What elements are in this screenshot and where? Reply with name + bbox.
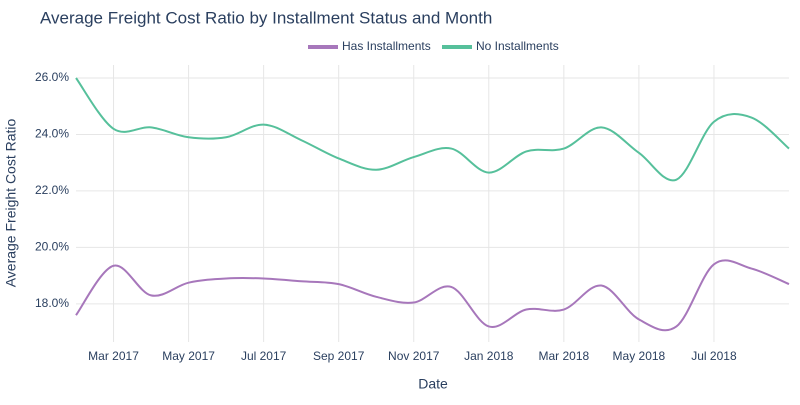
chart-title: Average Freight Cost Ratio by Installmen… — [40, 8, 492, 27]
y-tick-label: 24.0% — [35, 127, 69, 141]
y-tick-label: 18.0% — [35, 296, 69, 310]
line — [75, 77, 790, 182]
x-tick-label: Jul 2017 — [241, 349, 287, 363]
y-tick-label: 26.0% — [35, 70, 69, 84]
x-tick-label: Sep 2017 — [313, 349, 365, 363]
x-axis-title: Date — [418, 376, 448, 392]
y-tick-label: 22.0% — [35, 183, 69, 197]
x-tick-label: Mar 2017 — [88, 349, 139, 363]
line — [75, 259, 790, 332]
x-tick-label: Nov 2017 — [388, 349, 440, 363]
x-tick-label: Jul 2018 — [691, 349, 737, 363]
legend-label: Has Installments — [342, 39, 431, 53]
y-tick-label: 20.0% — [35, 240, 69, 254]
y-axis-title: Average Freight Cost Ratio — [3, 118, 19, 287]
legend-label: No Installments — [476, 39, 559, 53]
x-tick-label: May 2018 — [613, 349, 666, 363]
x-tick-label: Jan 2018 — [464, 349, 514, 363]
x-tick-label: May 2017 — [162, 349, 215, 363]
x-tick-label: Mar 2018 — [538, 349, 589, 363]
